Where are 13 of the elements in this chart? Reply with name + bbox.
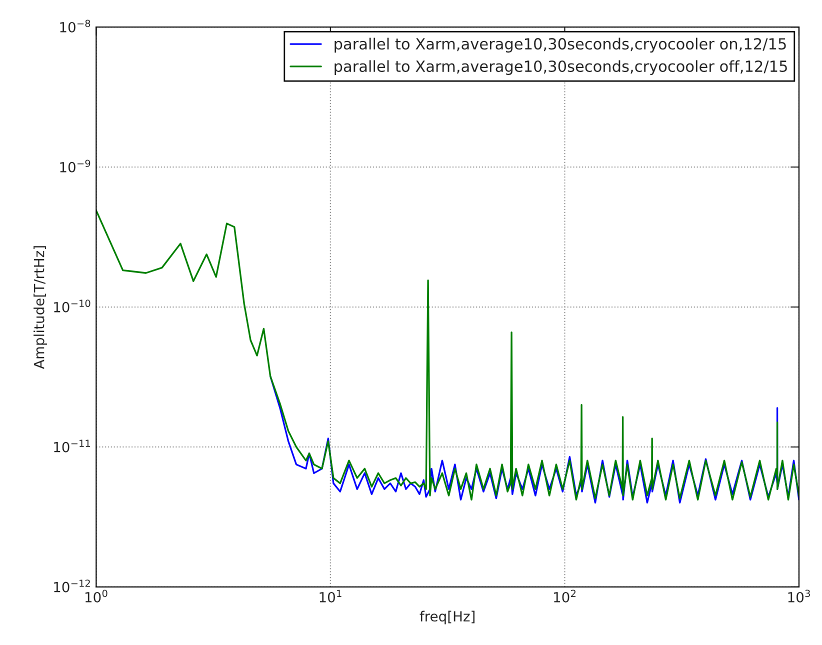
y-tick-label: 10$^{−12}$ [54, 580, 90, 592]
x-axis-title: freq[Hz] [420, 610, 474, 624]
y-tick-label: 10$^{−9}$ [60, 160, 90, 172]
y-tick-label: 10$^{−8}$ [60, 20, 90, 32]
x-tick-label: 10$^{2}$ [554, 590, 576, 602]
x-tick-label: 10$^{3}$ [788, 590, 810, 602]
legend-label: parallel to Xarm,average10,30seconds,cryocooler off,12/15 [334, 60, 787, 75]
x-tick-label: 10$^{1}$ [320, 590, 342, 602]
legend-label: parallel to Xarm,average10,30seconds,cryocooler on,12/15 [334, 38, 786, 53]
y-tick-label: 10$^{−10}$ [54, 300, 90, 312]
x-tick-label: 10$^{0}$ [85, 590, 108, 602]
y-tick-label: 10$^{−11}$ [54, 440, 90, 452]
y-axis-title: Amplitude[T/rtHz] [34, 246, 48, 369]
